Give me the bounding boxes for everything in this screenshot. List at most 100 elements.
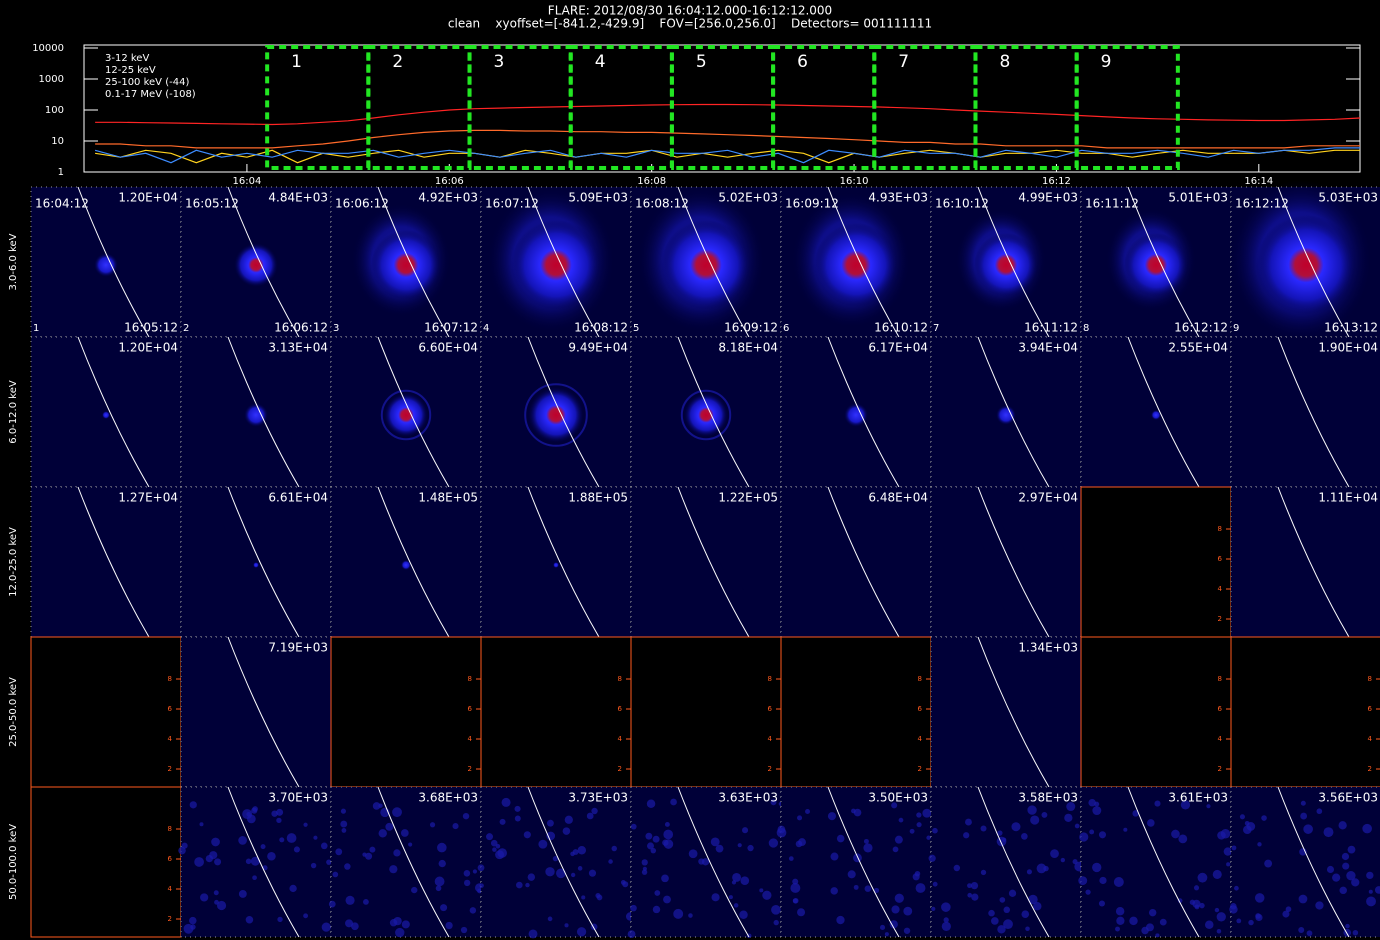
peak-label: 3.61E+03 [1168,791,1228,805]
noise [211,837,220,847]
noise [641,869,648,875]
noise [434,876,445,887]
noise [645,832,653,840]
noise [797,815,803,821]
image-panel: 6.17E+04 [780,336,932,488]
noise [847,870,856,879]
noise [770,799,777,806]
limb [377,786,450,938]
peak-label: 1.20E+04 [118,341,178,355]
image-panel: 3.56E+03 [1229,786,1380,938]
noise [310,862,317,869]
source [244,403,268,427]
title: FLARE: 2012/08/30 16:04:12.000-16:12:12.… [548,4,832,18]
image-panel: 1.27E+04 [30,486,182,638]
noise [661,874,669,883]
noise [344,863,351,870]
noise [943,917,949,923]
noise [1033,902,1042,911]
noise [547,916,553,922]
noise [863,843,873,853]
noise [216,900,227,911]
row-label: 50.0-100.0 keV [8,824,19,900]
axis-tick-label: 6 [918,705,923,713]
noise [463,870,471,877]
noise [486,833,494,841]
limb [1277,786,1350,938]
panel-bg [930,786,1082,938]
noise [303,822,308,827]
legend-entry: 3-12 keV [105,53,149,64]
noise [663,839,674,849]
limb [527,336,600,488]
noise [1338,821,1347,830]
axis-tick-label: 4 [618,735,623,743]
noise [1002,837,1007,842]
noise [1300,800,1306,806]
noise [1231,845,1237,851]
start-time: 16:06:12 [335,197,389,211]
noise [894,893,904,903]
noise [1041,811,1048,818]
image-panel: 4.99E+03 16:10:12 16:11:12 7 [930,186,1082,338]
noise [277,916,283,923]
noise [238,889,247,898]
noise [369,846,376,853]
image-panel: 2 4 6 8 [480,636,632,788]
noise [570,872,576,878]
limb [977,486,1050,638]
axis-tick-label: 6 [468,705,473,713]
peak-label: 8.18E+04 [718,341,778,355]
interval-box [1074,45,1180,170]
noise [798,838,806,847]
noise [362,852,367,857]
y-tick-label: 100 [45,105,64,116]
noise [863,838,869,844]
x-tick-label: 16:06 [435,176,464,187]
noise [1115,926,1120,932]
noise [652,905,661,914]
noise [341,828,347,833]
panel-bg [780,486,932,638]
noise [495,843,501,849]
image-panel: 2.55E+04 [1080,336,1232,488]
peak-label: 1.20E+04 [118,191,178,205]
noise [627,930,636,938]
noise [891,905,900,914]
noise [199,822,204,827]
axis-tick-label: 4 [168,735,173,743]
noise [525,882,530,888]
limb [1127,186,1200,338]
noise [1298,927,1305,934]
noise [641,859,648,866]
row-label: 12.0-25.0 keV [8,527,19,597]
noise [1257,842,1262,847]
image-panel: 2 4 6 8 [1080,486,1232,638]
noise [564,815,573,824]
panel-index: 5 [633,323,639,334]
image-panel: 4.93E+03 16:09:12 16:10:12 6 [780,186,932,338]
noise [980,869,987,876]
peak-label: 5.09E+03 [568,191,628,205]
noise [1214,907,1220,913]
noise [759,888,764,893]
limb [827,786,900,938]
noise [463,879,471,887]
noise [411,886,418,894]
image-panel: 1.48E+05 [330,486,482,638]
noise [792,878,799,885]
noise [479,883,484,888]
noise [853,884,859,890]
noise [262,865,268,871]
noise [372,802,381,810]
noise [1346,871,1356,881]
noise [477,888,483,894]
start-time: 16:04:12 [35,197,89,211]
noise [932,881,938,887]
noise [1129,916,1138,926]
axis-tick-label: 6 [768,705,773,713]
axis-tick-label: 6 [1218,705,1223,713]
image-panel: 2 4 6 8 [30,786,182,938]
noise [523,831,531,839]
interval-box [872,45,978,170]
